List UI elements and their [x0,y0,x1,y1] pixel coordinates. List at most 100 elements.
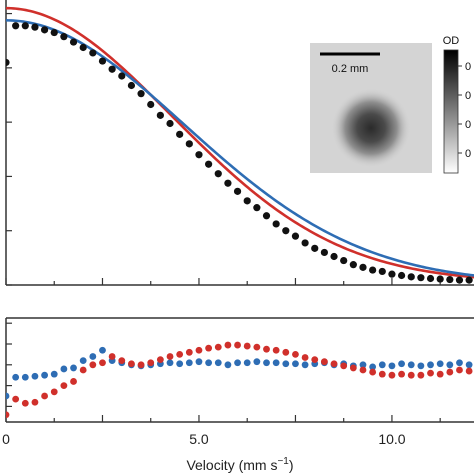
residual-blue-point-8 [79,357,87,365]
data-point-6 [60,33,68,41]
inset-colorbar-ticks: 0 0 0 0 [458,61,471,160]
residual-blue-point-45 [436,360,444,368]
data-points [6,22,473,284]
data-point-30 [291,232,300,240]
data-point-42 [407,273,415,281]
fit-blue-line [6,19,474,277]
data-point-17 [166,119,174,128]
data-point-32 [311,244,319,252]
residual-red-point-7 [70,378,77,385]
data-point-38 [369,266,377,274]
residual-blue-point-42 [407,361,415,369]
residual-red-point-9 [89,361,97,369]
residual-red-point-38 [369,368,377,376]
residual-blue-point-30 [292,360,299,368]
residual-red-point-6 [60,382,68,389]
residual-red-point-4 [41,392,48,400]
inset-atom-cloud [331,88,411,168]
data-point-35 [340,256,348,265]
inset-colorbar [443,49,459,174]
main-panel: 0.2 mm OD 0 0 0 0 [5,0,474,286]
data-point-25 [243,197,251,205]
residual-blue-point-9 [89,353,97,360]
data-point-39 [378,267,386,276]
data-point-28 [272,220,280,228]
data-point-10 [98,57,107,65]
residual-blue-point-23 [224,361,232,369]
residual-red-point-30 [292,351,299,358]
x-tick-labels: 0 5.0 10.0 [2,431,406,447]
residual-blue-point-21 [205,359,213,367]
residual-red-point-8 [79,366,87,374]
data-point-1 [12,22,20,30]
residual-red-point-29 [282,348,290,356]
residual-red-point-46 [446,368,454,376]
residual-red-point-24 [234,341,241,349]
residual-red-point-14 [137,361,145,369]
data-point-26 [253,204,261,212]
residual-blue-point-26 [253,358,261,366]
residual-blue-point-47 [456,359,463,367]
residual-red-points [6,341,473,419]
data-point-16 [156,111,164,119]
residual-red-point-25 [243,342,251,350]
data-point-31 [301,239,309,247]
residual-red-point-35 [340,362,348,370]
residual-red-point-18 [176,351,184,358]
data-point-41 [397,271,406,280]
x-tick-label-0: 0 [2,431,10,447]
residual-blue-point-31 [301,361,309,369]
data-point-47 [455,276,464,284]
residual-red-point-48 [465,367,473,375]
data-point-0 [6,58,10,67]
x-tick-label-1: 5.0 [189,431,209,447]
residual-red-point-0 [6,411,10,419]
residual-red-point-41 [398,370,405,378]
data-point-7 [69,38,78,46]
residual-red-point-27 [263,345,270,353]
residual-blue-point-38 [369,363,377,371]
residual-red-point-12 [118,357,126,365]
residual-blue-point-27 [263,359,270,367]
residual-red-point-26 [253,343,261,351]
inset-colorbar-title: OD [443,35,460,47]
residual-red-point-34 [330,360,338,368]
residual-red-point-37 [359,366,367,374]
main-panel-x-ticks [5,278,441,285]
residual-red-point-21 [205,344,213,352]
data-point-24 [233,187,242,195]
data-point-4 [40,26,49,34]
residual-red-point-43 [417,371,425,379]
residual-blue-point-44 [427,361,434,369]
data-point-2 [21,22,29,30]
residual-blue-point-39 [378,361,386,369]
data-point-34 [330,252,338,261]
data-point-37 [359,263,367,271]
data-point-46 [446,275,454,284]
residual-blue-point-25 [243,359,251,367]
data-point-12 [118,72,126,80]
data-point-36 [349,261,357,269]
residual-red-point-42 [407,371,415,379]
residual-blue-point-40 [388,362,396,370]
residual-blue-point-29 [282,360,290,368]
residual-panel [5,317,474,423]
data-point-22 [214,170,222,178]
residual-blue-point-6 [60,365,68,373]
residual-red-point-39 [378,370,386,378]
residual-red-point-28 [272,346,280,354]
residual-blue-point-46 [446,361,454,369]
data-point-11 [108,65,116,73]
residual-red-point-31 [301,354,309,361]
data-point-43 [417,274,425,282]
residual-red-point-40 [388,371,396,379]
data-point-3 [31,23,39,31]
residual-red-point-33 [320,358,328,366]
data-point-48 [465,276,473,284]
data-point-21 [205,160,213,168]
residual-red-point-13 [128,360,135,368]
residual-red-point-10 [99,359,106,367]
data-point-15 [147,100,155,109]
residual-panel-y-ticks [6,322,12,407]
data-point-18 [176,130,184,138]
